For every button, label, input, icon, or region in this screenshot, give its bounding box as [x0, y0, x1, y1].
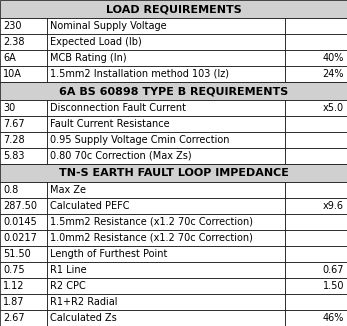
Bar [0, 262, 47, 278]
Bar [47, 100, 285, 116]
Text: 2.38: 2.38 [3, 37, 25, 47]
Bar [0, 278, 47, 294]
Bar [0, 50, 47, 66]
Bar [0, 82, 347, 100]
Text: 230: 230 [3, 21, 22, 31]
Bar [47, 18, 285, 34]
Bar [0, 0, 347, 18]
Bar [285, 278, 347, 294]
Bar [285, 100, 347, 116]
Bar [47, 132, 285, 148]
Text: Length of Furthest Point: Length of Furthest Point [50, 249, 167, 259]
Text: R2 CPC: R2 CPC [50, 281, 86, 291]
Bar [0, 18, 47, 34]
Text: Nominal Supply Voltage: Nominal Supply Voltage [50, 21, 167, 31]
Bar [0, 164, 347, 182]
Bar [47, 198, 285, 214]
Bar [285, 262, 347, 278]
Text: 1.50: 1.50 [322, 281, 344, 291]
Bar [47, 116, 285, 132]
Bar [47, 246, 285, 262]
Text: 7.67: 7.67 [3, 119, 25, 129]
Bar [0, 34, 47, 50]
Text: 30: 30 [3, 103, 15, 113]
Text: Fault Current Resistance: Fault Current Resistance [50, 119, 169, 129]
Text: 6A: 6A [3, 53, 16, 63]
Text: 1.0mm2 Resistance (x1.2 70c Correction): 1.0mm2 Resistance (x1.2 70c Correction) [50, 233, 253, 243]
Bar [285, 230, 347, 246]
Text: Calculated Zs: Calculated Zs [50, 313, 117, 323]
Bar [47, 182, 285, 198]
Bar [47, 230, 285, 246]
Text: 0.8: 0.8 [3, 185, 18, 195]
Text: MCB Rating (In): MCB Rating (In) [50, 53, 126, 63]
Text: 0.80 70c Correction (Max Zs): 0.80 70c Correction (Max Zs) [50, 151, 192, 161]
Bar [47, 34, 285, 50]
Text: 1.5mm2 Installation method 103 (Iz): 1.5mm2 Installation method 103 (Iz) [50, 69, 229, 79]
Bar [0, 100, 47, 116]
Text: x5.0: x5.0 [323, 103, 344, 113]
Bar [0, 198, 47, 214]
Bar [285, 214, 347, 230]
Bar [0, 294, 47, 310]
Text: 5.83: 5.83 [3, 151, 25, 161]
Bar [0, 66, 47, 82]
Bar [47, 278, 285, 294]
Bar [47, 262, 285, 278]
Text: 1.87: 1.87 [3, 297, 25, 307]
Text: 1.12: 1.12 [3, 281, 25, 291]
Text: 0.75: 0.75 [3, 265, 25, 275]
Text: 46%: 46% [323, 313, 344, 323]
Bar [47, 148, 285, 164]
Text: R1 Line: R1 Line [50, 265, 86, 275]
Bar [285, 148, 347, 164]
Text: Disconnection Fault Current: Disconnection Fault Current [50, 103, 186, 113]
Text: 24%: 24% [322, 69, 344, 79]
Text: 10A: 10A [3, 69, 22, 79]
Bar [47, 214, 285, 230]
Bar [285, 294, 347, 310]
Bar [47, 50, 285, 66]
Bar [285, 34, 347, 50]
Text: 1.5mm2 Resistance (x1.2 70c Correction): 1.5mm2 Resistance (x1.2 70c Correction) [50, 217, 253, 227]
Bar [0, 310, 47, 326]
Text: 0.67: 0.67 [322, 265, 344, 275]
Text: 7.28: 7.28 [3, 135, 25, 145]
Bar [285, 182, 347, 198]
Text: Expected Load (lb): Expected Load (lb) [50, 37, 142, 47]
Text: R1+R2 Radial: R1+R2 Radial [50, 297, 117, 307]
Bar [0, 214, 47, 230]
Text: x9.6: x9.6 [323, 201, 344, 211]
Bar [0, 148, 47, 164]
Bar [285, 66, 347, 82]
Bar [0, 182, 47, 198]
Text: 0.95 Supply Voltage Cmin Correction: 0.95 Supply Voltage Cmin Correction [50, 135, 229, 145]
Text: 40%: 40% [323, 53, 344, 63]
Bar [47, 294, 285, 310]
Bar [285, 132, 347, 148]
Bar [0, 132, 47, 148]
Bar [47, 310, 285, 326]
Text: LOAD REQUIREMENTS: LOAD REQUIREMENTS [105, 4, 242, 14]
Bar [47, 66, 285, 82]
Text: 287.50: 287.50 [3, 201, 37, 211]
Text: Max Ze: Max Ze [50, 185, 86, 195]
Bar [0, 116, 47, 132]
Bar [0, 230, 47, 246]
Bar [285, 198, 347, 214]
Text: 6A BS 60898 TYPE B REQUIREMENTS: 6A BS 60898 TYPE B REQUIREMENTS [59, 86, 288, 96]
Bar [285, 116, 347, 132]
Bar [285, 18, 347, 34]
Text: 0.0145: 0.0145 [3, 217, 37, 227]
Bar [285, 50, 347, 66]
Text: Calculated PEFC: Calculated PEFC [50, 201, 129, 211]
Text: TN-S EARTH FAULT LOOP IMPEDANCE: TN-S EARTH FAULT LOOP IMPEDANCE [59, 168, 288, 178]
Text: 2.67: 2.67 [3, 313, 25, 323]
Bar [285, 310, 347, 326]
Bar [0, 246, 47, 262]
Bar [285, 246, 347, 262]
Text: 0.0217: 0.0217 [3, 233, 37, 243]
Text: 51.50: 51.50 [3, 249, 31, 259]
